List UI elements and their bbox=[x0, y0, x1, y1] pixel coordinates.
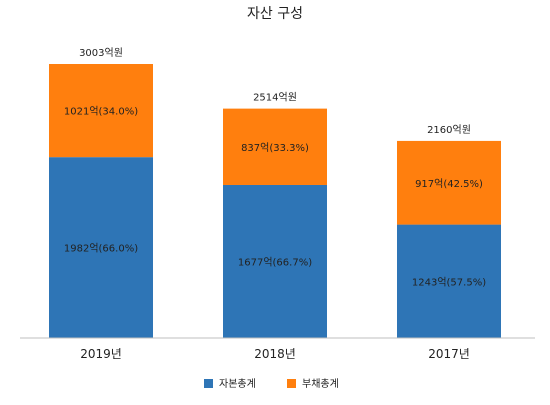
data-label-liabilities-1: 837억(33.3%) bbox=[241, 142, 309, 154]
bars-layer bbox=[49, 64, 501, 338]
legend-label-equity: 자본총계 bbox=[219, 378, 256, 390]
data-label-liabilities-0: 1021억(34.0%) bbox=[64, 106, 138, 118]
labels-layer: 1982억(66.0%) 1021억(34.0%) 3003억원 2019년 1677억… bbox=[64, 47, 486, 361]
chart-title: 자산 구성 bbox=[247, 6, 303, 22]
legend-label-liabilities: 부채총계 bbox=[302, 378, 339, 390]
legend-swatch-liabilities bbox=[287, 379, 296, 388]
bar-segment-equity-0 bbox=[49, 157, 153, 338]
total-label-1: 2514억원 bbox=[253, 92, 297, 104]
total-label-0: 3003억원 bbox=[79, 47, 123, 59]
bar-segment-equity-1 bbox=[223, 184, 327, 338]
bar-segment-liabilities-1 bbox=[223, 108, 327, 185]
total-label-2: 2160억원 bbox=[427, 124, 471, 136]
data-label-liabilities-2: 917억(42.5%) bbox=[415, 178, 483, 190]
legend: 자본총계 부채총계 bbox=[204, 378, 339, 390]
legend-swatch-equity bbox=[204, 379, 213, 388]
data-label-equity-2: 1243억(57.5%) bbox=[412, 276, 486, 288]
data-label-equity-1: 1677억(66.7%) bbox=[238, 256, 312, 268]
bar-segment-liabilities-0 bbox=[49, 64, 153, 158]
x-tick-label-2: 2017년 bbox=[428, 347, 470, 361]
x-tick-label-0: 2019년 bbox=[80, 347, 122, 361]
bar-segment-equity-2 bbox=[397, 224, 501, 338]
data-label-equity-0: 1982억(66.0%) bbox=[64, 243, 138, 255]
bar-segment-liabilities-2 bbox=[397, 140, 501, 225]
x-tick-label-1: 2018년 bbox=[254, 347, 296, 361]
